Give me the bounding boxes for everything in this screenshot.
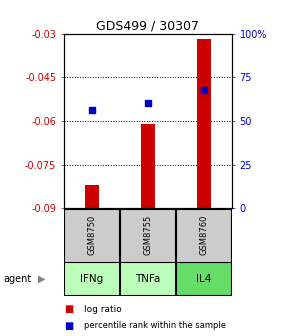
- FancyBboxPatch shape: [177, 262, 231, 295]
- Title: GDS499 / 30307: GDS499 / 30307: [96, 19, 200, 33]
- Text: percentile rank within the sample: percentile rank within the sample: [84, 322, 226, 330]
- Text: GSM8750: GSM8750: [87, 215, 96, 255]
- Bar: [141, 124, 155, 208]
- Text: agent: agent: [3, 274, 31, 284]
- FancyBboxPatch shape: [64, 209, 119, 261]
- FancyBboxPatch shape: [177, 209, 231, 261]
- Text: ▶: ▶: [38, 274, 46, 284]
- Text: GSM8755: GSM8755: [143, 215, 153, 255]
- Text: TNFa: TNFa: [135, 274, 161, 284]
- Text: log ratio: log ratio: [84, 305, 122, 313]
- Text: ■: ■: [64, 321, 73, 331]
- Text: IFNg: IFNg: [80, 274, 104, 284]
- FancyBboxPatch shape: [120, 262, 175, 295]
- Text: GSM8760: GSM8760: [200, 215, 209, 255]
- Text: ■: ■: [64, 304, 73, 314]
- Text: IL4: IL4: [196, 274, 212, 284]
- FancyBboxPatch shape: [120, 209, 175, 261]
- FancyBboxPatch shape: [64, 262, 119, 295]
- Bar: [197, 39, 211, 208]
- Bar: [85, 185, 99, 208]
